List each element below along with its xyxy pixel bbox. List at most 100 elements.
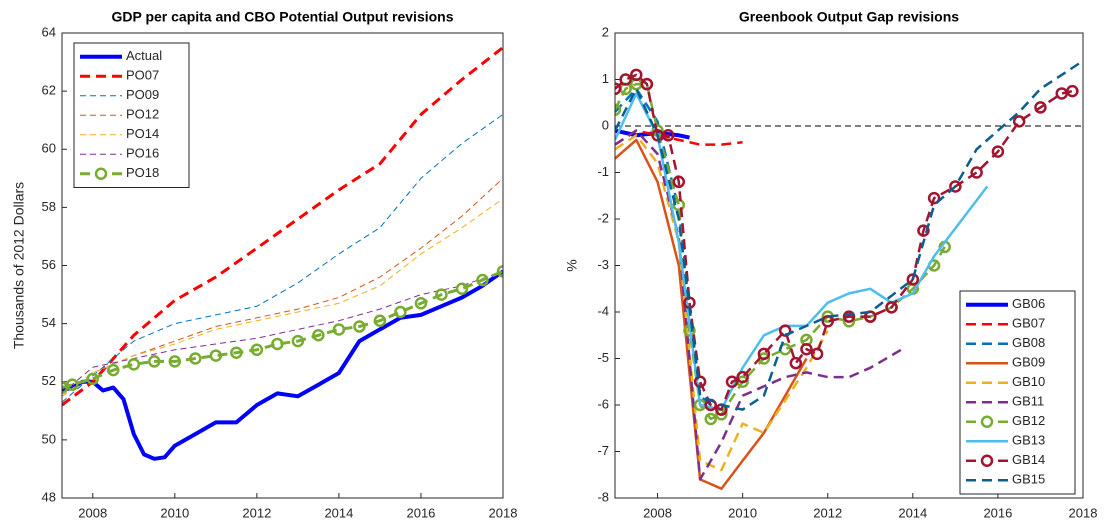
series-marker <box>704 412 717 426</box>
legend-label: GB15 <box>1012 472 1045 487</box>
x-tick-label: 2016 <box>983 505 1012 520</box>
series-marker <box>864 310 877 323</box>
y-tick-label: -1 <box>597 164 609 179</box>
series-marker <box>821 315 834 328</box>
legend-label: PO09 <box>126 87 159 102</box>
x-tick-label: 2010 <box>160 505 189 520</box>
y-tick-label: 48 <box>42 489 56 504</box>
series-marker <box>927 191 941 205</box>
series-line <box>62 269 503 390</box>
x-tick-label: 2018 <box>1069 505 1098 520</box>
series <box>615 92 989 411</box>
series-line <box>62 198 503 397</box>
series-line <box>62 269 503 461</box>
series-marker <box>373 314 387 327</box>
x-tick-label: 2018 <box>489 505 518 520</box>
series-marker <box>250 343 264 357</box>
series-marker <box>394 305 407 319</box>
series-line <box>62 113 503 403</box>
series-marker <box>810 347 824 361</box>
series-line <box>615 134 829 472</box>
series <box>62 198 503 397</box>
series-marker <box>906 273 920 286</box>
x-tick-label: 2010 <box>728 505 757 520</box>
series-marker <box>661 129 675 142</box>
legend-label: GB12 <box>1012 413 1045 428</box>
series-marker <box>949 180 962 193</box>
series <box>615 59 1083 411</box>
series-line <box>615 138 808 490</box>
series-marker <box>970 166 983 179</box>
series-marker <box>189 352 202 365</box>
legend-marker <box>94 167 108 180</box>
series-marker <box>332 323 346 336</box>
series-marker <box>672 198 686 212</box>
series-line <box>615 59 1083 411</box>
series-marker <box>736 370 749 384</box>
series-line <box>615 92 989 411</box>
series-marker <box>991 145 1005 158</box>
series-marker <box>230 346 243 359</box>
series-marker <box>271 337 284 351</box>
y-tick-label: 54 <box>42 315 56 330</box>
series-marker <box>725 375 739 388</box>
x-tick-label: 2012 <box>813 505 842 520</box>
y-tick-label: -6 <box>597 396 609 411</box>
y-tick-label: -8 <box>597 489 609 504</box>
axes-frame <box>61 32 504 499</box>
x-tick-label: 2012 <box>242 505 271 520</box>
series-marker <box>414 297 428 310</box>
legend-label: GB11 <box>1012 394 1044 409</box>
series-marker <box>168 355 182 368</box>
series-marker <box>800 342 813 356</box>
series-line <box>615 129 903 481</box>
legend-label: PO16 <box>126 146 159 161</box>
legend-label: PO14 <box>126 126 159 141</box>
series-marker <box>476 273 489 287</box>
series-marker <box>291 334 305 348</box>
series <box>615 129 903 481</box>
series-marker <box>615 103 622 116</box>
legend-label: PO07 <box>126 68 159 83</box>
series-marker <box>148 355 161 368</box>
legend-box <box>959 290 1076 495</box>
y-tick-label: 0 <box>602 117 609 132</box>
series-marker <box>789 356 803 370</box>
series-marker <box>127 358 141 371</box>
y-axis-label: Thousands of 2012 Dollars <box>11 182 27 349</box>
series-marker <box>917 224 930 237</box>
y-tick-label: 50 <box>42 431 56 446</box>
y-axis-label: % <box>564 259 580 271</box>
legend-label: PO18 <box>126 165 159 180</box>
series-marker <box>312 329 325 342</box>
series <box>62 270 503 394</box>
y-tick-label: 64 <box>42 24 56 39</box>
series-marker <box>1066 84 1079 98</box>
y-tick-label: 58 <box>42 199 56 214</box>
x-tick-label: 2014 <box>324 505 353 520</box>
series-line <box>62 270 503 394</box>
series-marker <box>630 68 643 82</box>
series <box>62 113 503 403</box>
legend-label: GB14 <box>1012 452 1045 467</box>
x-tick-label: 2014 <box>898 505 927 520</box>
series-marker <box>757 347 771 361</box>
legend-label: GB07 <box>1012 316 1045 331</box>
series-marker <box>619 73 632 86</box>
series <box>615 138 808 490</box>
y-tick-label: 62 <box>42 83 56 98</box>
legend-marker <box>980 415 994 428</box>
y-tick-label: -4 <box>597 303 609 318</box>
series <box>62 269 503 461</box>
series-marker <box>209 349 223 362</box>
axes-frame <box>614 32 1084 499</box>
y-tick-label: 56 <box>42 257 56 272</box>
series-marker <box>842 310 856 323</box>
y-tick-label: -5 <box>597 350 609 365</box>
series-marker <box>107 363 120 377</box>
series-marker <box>615 82 622 96</box>
y-tick-label: -7 <box>597 443 609 458</box>
y-tick-label: 2 <box>602 24 609 39</box>
series-marker <box>1055 87 1068 100</box>
